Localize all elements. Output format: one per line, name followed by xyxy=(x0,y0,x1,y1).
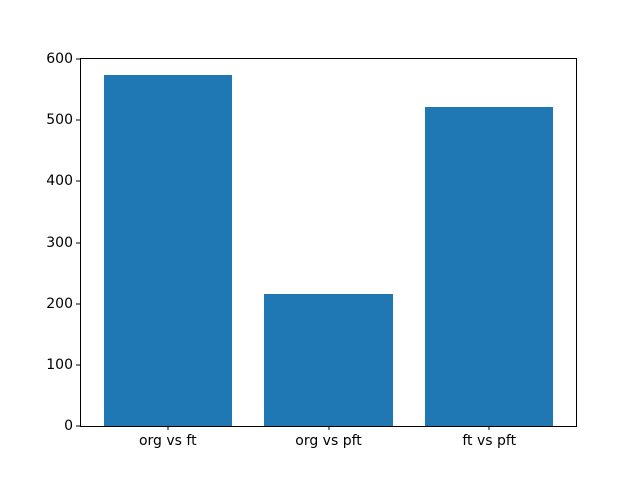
y-tick-label: 100 xyxy=(46,356,73,373)
bar-org-vs-ft xyxy=(103,74,233,426)
x-tick-label: org vs pft xyxy=(295,433,362,449)
y-tick-label: 300 xyxy=(46,234,73,251)
plot-area: 0 100 200 300 400 500 600 org vs ft org vs pft f… xyxy=(46,52,577,448)
y-tick-label: 500 xyxy=(46,112,73,129)
x-tick-label: ft vs pft xyxy=(462,433,517,449)
y-tick-label: 400 xyxy=(46,173,73,190)
y-tick-label: 600 xyxy=(46,51,73,67)
y-tick-mark xyxy=(76,425,80,427)
x-tick-mark xyxy=(167,426,169,430)
y-tick-mark xyxy=(76,242,80,243)
x-tick-label: org vs ft xyxy=(138,433,197,449)
bar-ft-vs-pft xyxy=(424,107,554,426)
y-tick-mark xyxy=(76,119,80,121)
y-tick-mark xyxy=(76,58,80,60)
y-tick-mark xyxy=(76,180,80,182)
x-tick-mark xyxy=(328,426,329,430)
bar-org-vs-pft xyxy=(264,293,393,426)
y-tick-label: 0 xyxy=(64,418,73,434)
y-tick-mark xyxy=(76,303,80,305)
y-tick-mark xyxy=(76,364,80,366)
y-tick-label: 200 xyxy=(46,295,73,312)
x-tick-mark xyxy=(488,426,490,430)
